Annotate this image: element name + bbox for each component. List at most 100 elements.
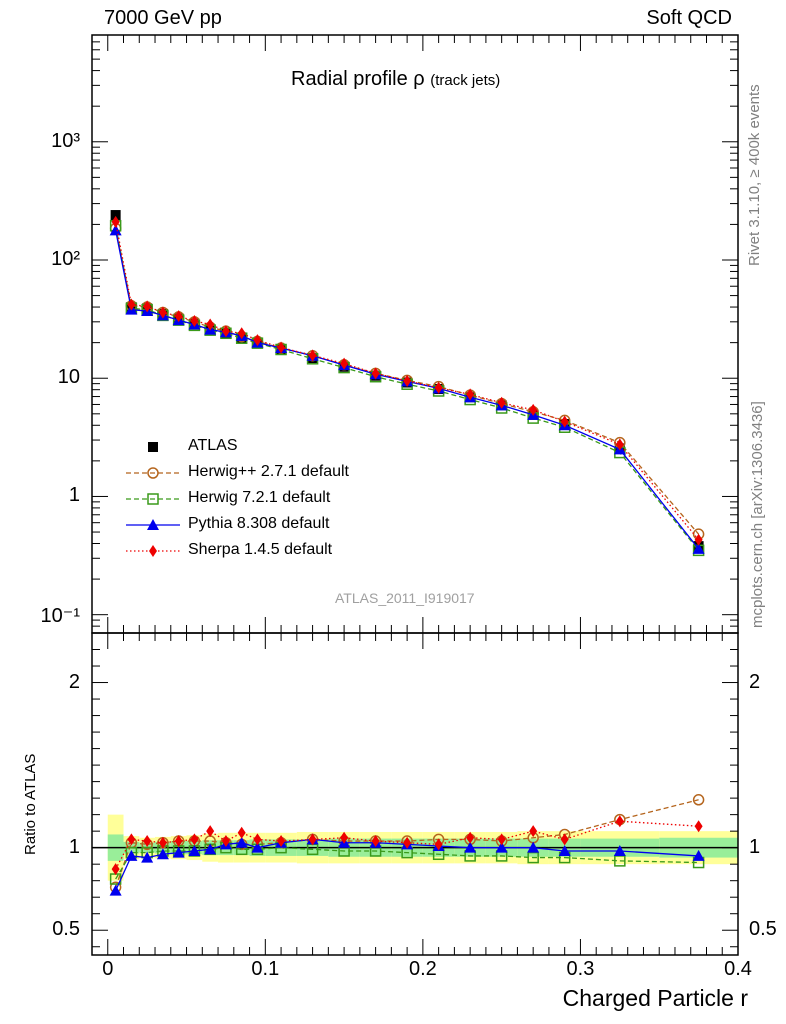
ratio-point-sherpa-1-4-5-default xyxy=(111,863,120,876)
legend-marker-pythia-8-308-default xyxy=(147,519,159,530)
point-pythia-8-308-default xyxy=(109,224,122,236)
ratio-point-sherpa-1-4-5-default xyxy=(174,835,183,848)
series-line-sherpa-1-4-5-default xyxy=(114,221,700,541)
y-tick-label: 10³ xyxy=(51,129,80,152)
ratio-point-sherpa-1-4-5-default xyxy=(497,833,506,846)
ratio-point-pythia-8-308-default xyxy=(613,844,626,856)
point-sherpa-1-4-5-default xyxy=(190,314,199,327)
ratio-y-tick-label: 0.5 xyxy=(52,918,80,941)
point-sherpa-1-4-5-default xyxy=(340,357,349,370)
ratio-point-sherpa-1-4-5-default xyxy=(158,836,167,849)
point-sherpa-1-4-5-default xyxy=(253,334,262,347)
chart-title-suffix: (track jets) xyxy=(430,72,501,89)
chart-title-main: Radial profile ρ xyxy=(291,68,425,90)
point-sherpa-1-4-5-default xyxy=(206,318,215,331)
ratio-point-pythia-8-308-default xyxy=(558,844,571,856)
ratio-lines-layer xyxy=(109,794,705,896)
ratio-point-pythia-8-308-default xyxy=(235,836,248,848)
ratio-point-pythia-8-308-default xyxy=(188,844,201,856)
point-sherpa-1-4-5-default xyxy=(237,327,246,340)
ratio-point-pythia-8-308-default xyxy=(251,841,264,853)
ratio-point-sherpa-1-4-5-default xyxy=(237,826,246,839)
point-pythia-8-308-default xyxy=(692,542,705,554)
ratio-y-tick-label: 1 xyxy=(68,835,80,858)
ratio-point-sherpa-1-4-5-default xyxy=(221,835,230,848)
ratio-line-herwig-7-2-1-default xyxy=(115,847,699,880)
rivet-version-label: Rivet 3.1.10, ≥ 400k events xyxy=(746,84,763,266)
x-tick-label: 0.1 xyxy=(251,958,280,980)
ratio-line-sherpa-1-4-5-default xyxy=(115,820,699,870)
ratio-point-pythia-8-308-default xyxy=(109,884,122,896)
ratio-point-sherpa-1-4-5-default xyxy=(371,835,380,848)
x-tick-label: 0.2 xyxy=(408,958,437,980)
x-tick-label: 0 xyxy=(102,958,114,980)
header-right-label: Soft QCD xyxy=(646,7,732,29)
y-tick-label: 10 xyxy=(57,366,80,389)
ratio-point-pythia-8-308-default xyxy=(172,846,185,858)
ratio-point-herwig-2-7-1-default xyxy=(692,794,705,806)
ratio-point-pythia-8-308-default xyxy=(692,849,705,861)
point-sherpa-1-4-5-default xyxy=(371,367,380,380)
ratio-point-pythia-8-308-default xyxy=(204,843,217,855)
point-sherpa-1-4-5-default xyxy=(560,415,569,428)
ratio-panel-frame xyxy=(91,632,739,956)
legend-marker-herwig-7-2-1-default xyxy=(147,493,159,505)
ratio-y-tick-label-right: 0.5 xyxy=(749,918,777,941)
ratio-line-pythia-8-308-default xyxy=(115,838,699,891)
ratio-point-sherpa-1-4-5-default xyxy=(615,815,624,828)
legend-label-pythia-8-308-default: Pythia 8.308 default xyxy=(188,515,330,532)
ratio-y-tick-label: 2 xyxy=(68,670,80,693)
ratio-point-sherpa-1-4-5-default xyxy=(277,835,286,848)
y-tick-label: 1 xyxy=(68,484,80,507)
point-sherpa-1-4-5-default xyxy=(127,298,136,311)
legend-marker-herwig-2-7-1-default xyxy=(147,467,159,479)
point-sherpa-1-4-5-default xyxy=(694,533,703,546)
point-sherpa-1-4-5-default xyxy=(174,310,183,323)
legend-marker-atlas xyxy=(148,442,158,452)
point-sherpa-1-4-5-default xyxy=(277,341,286,354)
ratio-point-sherpa-1-4-5-default xyxy=(308,833,317,846)
ratio-point-pythia-8-308-default xyxy=(141,851,154,863)
point-sherpa-1-4-5-default xyxy=(529,403,538,416)
point-sherpa-1-4-5-default xyxy=(403,374,412,387)
ratio-point-sherpa-1-4-5-default xyxy=(529,825,538,838)
x-axis-label: Charged Particle r xyxy=(562,985,748,1011)
header-left-label: 7000 GeV pp xyxy=(104,7,222,29)
x-tick-label: 0.4 xyxy=(724,958,752,980)
point-sherpa-1-4-5-default xyxy=(615,438,624,451)
ratio-point-sherpa-1-4-5-default xyxy=(206,825,215,838)
watermark-label: ATLAS_2011_I919017 xyxy=(335,590,475,606)
ratio-point-sherpa-1-4-5-default xyxy=(466,831,475,844)
y-tick-label: 10⁻¹ xyxy=(40,604,80,627)
main-lines-layer xyxy=(109,210,705,557)
ratio-point-sherpa-1-4-5-default xyxy=(694,820,703,833)
chart-title: Radial profile ρ (track jets) xyxy=(291,68,500,91)
point-sherpa-1-4-5-default xyxy=(466,388,475,401)
y-tick-label: 10² xyxy=(51,247,80,270)
point-atlas xyxy=(110,210,121,221)
legend-marker-sherpa-1-4-5-default xyxy=(149,545,157,557)
ratio-point-sherpa-1-4-5-default xyxy=(143,835,152,848)
point-sherpa-1-4-5-default xyxy=(158,306,167,319)
ratio-line-herwig-2-7-1-default xyxy=(115,799,699,888)
point-sherpa-1-4-5-default xyxy=(143,300,152,313)
point-sherpa-1-4-5-default xyxy=(308,349,317,362)
point-sherpa-1-4-5-default xyxy=(434,381,443,394)
legend-markers-layer xyxy=(126,442,180,557)
point-sherpa-1-4-5-default xyxy=(497,396,506,409)
ratio-point-sherpa-1-4-5-default xyxy=(434,838,443,851)
ratio-point-pythia-8-308-default xyxy=(156,848,169,860)
ratio-axis-label: Ratio to ATLAS xyxy=(22,753,39,855)
ratio-point-sherpa-1-4-5-default xyxy=(253,833,262,846)
ratio-y-tick-label-right: 2 xyxy=(749,670,761,693)
mcplots-source-label: mcplots.cern.ch [arXiv:1306.3436] xyxy=(749,401,766,628)
ratio-point-pythia-8-308-default xyxy=(495,841,508,853)
ratio-point-pythia-8-308-default xyxy=(125,849,138,861)
ratio-point-pythia-8-308-default xyxy=(464,841,477,853)
ratio-point-sherpa-1-4-5-default xyxy=(560,833,569,846)
point-sherpa-1-4-5-default xyxy=(221,325,230,338)
ratio-point-pythia-8-308-default xyxy=(527,841,540,853)
legend-label-atlas: ATLAS xyxy=(188,437,238,454)
legend-label-sherpa-1-4-5-default: Sherpa 1.4.5 default xyxy=(188,541,333,558)
